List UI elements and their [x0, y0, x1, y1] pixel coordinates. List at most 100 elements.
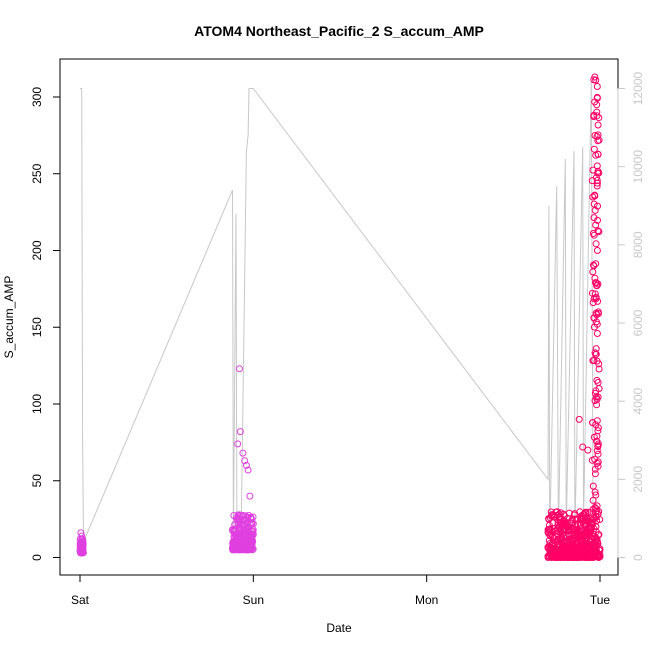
data-point: [564, 537, 572, 545]
data-point: [593, 112, 601, 120]
data-point: [590, 76, 598, 84]
data-point: [240, 540, 248, 548]
data-point: [588, 289, 596, 297]
plot-frame: [59, 58, 619, 576]
data-point: [237, 529, 245, 537]
y-tick-label: 300: [30, 87, 44, 107]
data-point: [595, 360, 603, 368]
data-point: [582, 529, 590, 536]
y2-tick-label: 2000: [631, 466, 645, 493]
data-point: [589, 530, 597, 538]
data-point: [593, 437, 600, 445]
data-point: [568, 535, 576, 543]
data-point: [593, 247, 601, 254]
data-point: [545, 515, 553, 523]
data-point: [591, 455, 599, 463]
data-point: [591, 397, 599, 405]
data-point: [589, 544, 596, 552]
y-axis-label: S_accum_AMP: [2, 276, 16, 359]
data-point: [589, 419, 597, 427]
data-point: [594, 427, 602, 435]
data-point: [546, 545, 554, 553]
data-point: [593, 108, 601, 116]
y2-tick-label: 6000: [631, 309, 645, 336]
y2-tick-label: 12000: [631, 71, 645, 105]
data-point: [587, 554, 594, 561]
data-point: [582, 510, 590, 518]
data-point: [594, 297, 602, 305]
data-point: [78, 532, 86, 540]
data-point: [549, 546, 557, 554]
data-point: [593, 162, 601, 170]
data-point: [236, 428, 244, 436]
data-point: [589, 193, 597, 201]
data-point: [239, 449, 247, 457]
data-point: [584, 446, 592, 454]
data-point: [582, 554, 590, 561]
data-point: [594, 280, 602, 288]
data-point: [590, 261, 597, 269]
data-point: [236, 511, 244, 519]
data-point: [582, 520, 590, 527]
data-point: [593, 507, 601, 515]
data-point: [592, 387, 600, 395]
series-line: [80, 80, 594, 543]
data-point: [546, 531, 553, 539]
data-point: [231, 538, 239, 546]
x-axis-label: Date: [326, 621, 352, 635]
data-point: [591, 290, 599, 298]
data-point: [594, 121, 602, 129]
data-point: [78, 547, 86, 555]
y-tick-label: 100: [30, 394, 44, 414]
data-point: [559, 553, 567, 561]
y-tick-label: 50: [30, 474, 44, 488]
data-point: [591, 389, 599, 397]
data-point: [594, 131, 602, 139]
data-point: [593, 101, 601, 109]
data-point: [593, 447, 601, 455]
data-point: [594, 424, 602, 432]
data-point: [567, 525, 575, 532]
axes-layer: 0 50 100 150 200 250 300 0 2000 4000 6000 8000 10000…: [30, 71, 645, 607]
data-point: [592, 240, 600, 248]
data-point: [595, 365, 603, 373]
data-point: [554, 536, 562, 544]
data-point: [586, 520, 594, 528]
y2-tick-label: 10000: [631, 150, 645, 184]
data-point: [589, 496, 597, 504]
data-point: [593, 133, 601, 140]
data-point: [594, 450, 602, 458]
data-point: [592, 491, 600, 499]
data-point: [583, 543, 591, 551]
data-point: [596, 552, 604, 560]
x-tick-label: Mon: [415, 593, 438, 607]
data-point: [568, 516, 576, 523]
data-point: [556, 535, 564, 543]
data-point: [234, 440, 242, 448]
data-point: [594, 169, 602, 177]
data-point: [566, 552, 574, 560]
data-point: [233, 546, 240, 554]
data-point: [589, 268, 597, 276]
data-point: [593, 417, 601, 425]
data-point: [79, 535, 87, 543]
data-point: [241, 523, 249, 531]
data-point: [591, 504, 599, 511]
data-point: [594, 379, 602, 386]
data-point: [589, 166, 597, 174]
data-point: [237, 541, 245, 549]
data-point: [594, 442, 602, 450]
x-tick-label: Sat: [71, 593, 90, 607]
data-point: [556, 540, 563, 548]
data-point: [560, 542, 568, 550]
data-point: [571, 549, 579, 557]
data-point: [593, 182, 601, 190]
data-point: [559, 530, 567, 538]
data-point: [229, 526, 236, 533]
data-point: [577, 515, 585, 523]
data-point: [77, 529, 85, 537]
data-point: [590, 200, 598, 208]
x-tick-label: Sun: [243, 593, 264, 607]
data-point: [593, 83, 601, 90]
